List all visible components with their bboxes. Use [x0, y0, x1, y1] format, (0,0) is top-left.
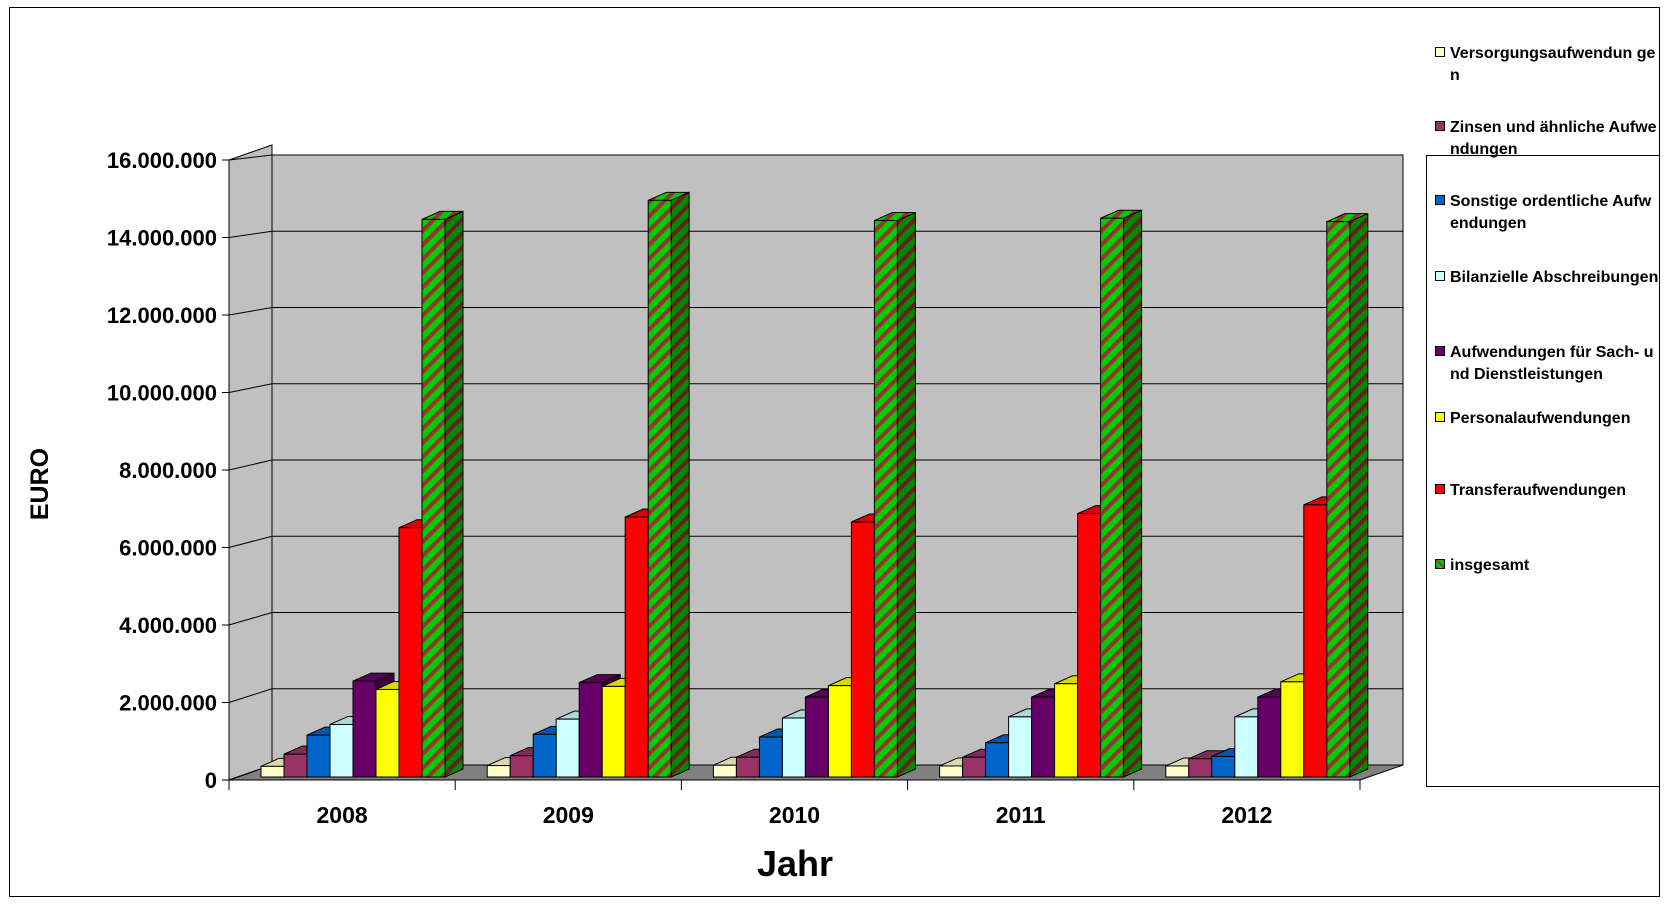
- bar: [1100, 209, 1143, 778]
- legend-swatch: [1435, 484, 1445, 494]
- gridline-side: [228, 230, 273, 238]
- side-wall: [228, 144, 273, 781]
- bar-front: [1054, 683, 1079, 778]
- bar-front: [398, 527, 423, 778]
- legend-swatch: [1435, 346, 1445, 356]
- y-tick-label: 10.000.000: [107, 381, 217, 406]
- bar-front: [509, 755, 534, 778]
- bar-front: [486, 765, 511, 778]
- bar-side: [444, 210, 464, 778]
- bar-front: [1077, 513, 1102, 778]
- bar-front: [624, 516, 649, 778]
- bar-front: [283, 753, 308, 778]
- legend-label: Aufwendungen für Sach- und Dienstleistun…: [1450, 344, 1654, 383]
- legend-swatch: [1435, 195, 1445, 205]
- bar-front: [804, 696, 829, 778]
- x-axis-title: Jahr: [757, 843, 833, 884]
- bar-front: [985, 742, 1010, 778]
- bar: [647, 191, 690, 778]
- bar-front: [1100, 217, 1125, 778]
- bar-front: [781, 717, 806, 778]
- legend-swatch: [1435, 121, 1445, 131]
- bar-front: [306, 734, 331, 778]
- bar-side: [1123, 209, 1143, 778]
- bar: [421, 210, 464, 778]
- bar-front: [850, 521, 875, 778]
- legend-label: Personalaufwendungen: [1450, 410, 1631, 427]
- bar-front: [1031, 696, 1056, 778]
- legend-label: Zinsen und ähnliche Aufwendungen: [1450, 119, 1657, 158]
- bar-front: [1303, 504, 1328, 778]
- y-tick-label: 14.000.000: [107, 226, 217, 251]
- bar-front: [827, 685, 852, 778]
- bar-front: [873, 220, 898, 778]
- bar-front: [962, 756, 987, 778]
- bar-front: [421, 218, 446, 778]
- y-tick-label: 4.000.000: [119, 613, 217, 638]
- bar-front: [939, 765, 964, 778]
- bar-front: [532, 733, 557, 778]
- bar-front: [1211, 755, 1236, 778]
- gridline-side: [228, 688, 273, 703]
- legend-label: Bilanzielle Abschreibungen: [1450, 269, 1659, 286]
- axis-labels: Jahr EURO: [26, 448, 833, 884]
- bar-front: [1188, 758, 1213, 778]
- y-tick-label: 0: [205, 768, 217, 793]
- x-tick-label: 2011: [996, 802, 1046, 828]
- bar-front: [712, 764, 737, 778]
- gridline-side: [228, 612, 273, 626]
- x-tick-label: 2009: [543, 802, 594, 828]
- legend-swatch: [1435, 412, 1445, 422]
- legend-label: Versorgungsaufwendun gen: [1450, 45, 1656, 84]
- bar: [1326, 212, 1369, 778]
- bar-front: [329, 723, 354, 778]
- bar-front: [735, 756, 760, 778]
- bar-front: [1165, 765, 1190, 778]
- bar-front: [758, 736, 783, 778]
- legend-swatch: [1435, 47, 1445, 57]
- gridline-side: [228, 383, 273, 393]
- x-tick-label: 2008: [317, 802, 368, 828]
- bar-side: [896, 211, 916, 778]
- y-tick-label: 2.000.000: [119, 691, 217, 716]
- gridline-side: [228, 535, 273, 548]
- x-tick-label: 2010: [769, 802, 820, 828]
- bar-side: [1349, 212, 1369, 778]
- legend-label: Transferaufwendungen: [1450, 482, 1627, 499]
- bar-front: [375, 688, 400, 778]
- gridline-side: [228, 154, 273, 161]
- x-axis: 2008 2009 2010 2011 2012: [228, 779, 1361, 828]
- bar-front: [352, 680, 377, 778]
- x-tick-label: 2012: [1221, 802, 1272, 828]
- bar-front: [647, 199, 672, 778]
- bar: [873, 211, 916, 778]
- bar-side: [670, 191, 690, 778]
- bar-front: [601, 685, 626, 778]
- legend-label: insgesamt: [1450, 557, 1530, 574]
- y-tick-label: 12.000.000: [107, 303, 217, 328]
- y-tick-label: 16.000.000: [107, 148, 217, 173]
- bars: [260, 191, 1369, 778]
- bar-front: [578, 682, 603, 778]
- bar-front: [260, 765, 285, 778]
- bar-front: [555, 718, 580, 778]
- bar-front: [1280, 681, 1305, 778]
- y-tick-label: 8.000.000: [119, 458, 217, 483]
- y-tick-label: 6.000.000: [119, 536, 217, 561]
- legend-label: Sonstige ordentliche Aufwendungen: [1450, 193, 1652, 232]
- y-axis: 0 2.000.000 4.000.000 6.000.000 8.000.000 10.…: [107, 148, 230, 793]
- bar-front: [1326, 221, 1351, 778]
- legend: Versorgungsaufwendun gen Zinsen und ähnli…: [1426, 45, 1660, 787]
- gridline-side: [228, 307, 273, 316]
- bar-front: [1234, 716, 1259, 778]
- legend-swatch: [1435, 271, 1445, 281]
- gridline-side: [228, 459, 273, 471]
- bar-front: [1008, 716, 1033, 778]
- legend-swatch: [1435, 559, 1445, 569]
- y-axis-title: EURO: [26, 448, 54, 520]
- bar-front: [1257, 696, 1282, 778]
